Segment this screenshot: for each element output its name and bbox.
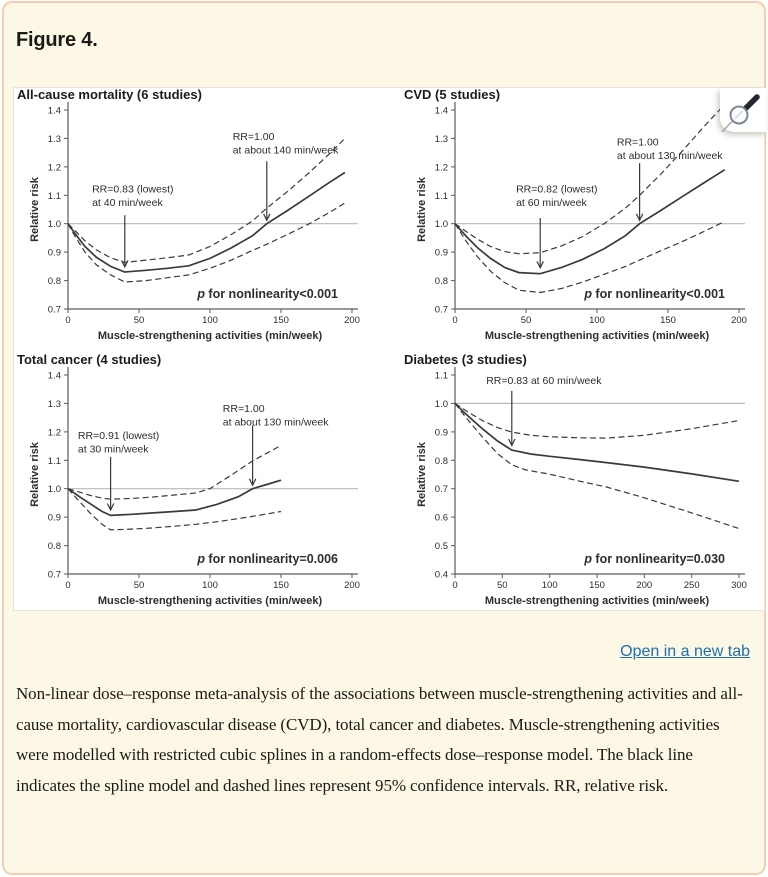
panel-total-cancer: 0.7 0.8 0.9 1.0 1.1 1.2 1.3 1.4 0 50 100 150 200 RR=0… <box>16 352 372 610</box>
figure-image[interactable]: 0.7 0.8 0.9 1.0 1.1 1.2 1.3 1.4 0 50 100 150 200 RR=0… <box>13 87 766 611</box>
svg-text:100: 100 <box>202 315 218 326</box>
svg-text:1.3: 1.3 <box>48 399 61 410</box>
svg-text:p for nonlinearity=0.030: p for nonlinearity=0.030 <box>583 552 725 566</box>
svg-text:CVD (5 studies): CVD (5 studies) <box>404 88 500 102</box>
svg-text:1.4: 1.4 <box>48 106 61 117</box>
svg-text:Total cancer (4 studies): Total cancer (4 studies) <box>17 353 161 367</box>
svg-text:Relative risk: Relative risk <box>416 441 428 507</box>
svg-text:50: 50 <box>134 580 145 591</box>
svg-text:RR=0.82 (lowest): RR=0.82 (lowest) <box>516 183 597 195</box>
svg-text:0: 0 <box>452 315 457 326</box>
magnifier-glass-graphic <box>721 94 760 133</box>
svg-text:1.0: 1.0 <box>48 484 61 495</box>
svg-text:150: 150 <box>589 580 605 591</box>
svg-text:200: 200 <box>636 580 652 591</box>
svg-text:at 40 min/week: at 40 min/week <box>92 197 163 209</box>
svg-text:1.1: 1.1 <box>48 456 61 467</box>
svg-text:200: 200 <box>344 580 360 591</box>
figure-heading: Figure 4. <box>16 29 98 51</box>
svg-text:1.1: 1.1 <box>435 191 448 202</box>
svg-text:Muscle-strengthening activitie: Muscle-strengthening activities (min/wee… <box>485 330 710 342</box>
svg-text:50: 50 <box>521 315 532 326</box>
svg-text:0: 0 <box>452 580 457 591</box>
svg-text:at 30 min/week: at 30 min/week <box>78 444 149 456</box>
svg-text:0.5: 0.5 <box>435 541 448 552</box>
svg-text:at about 140 min/week: at about 140 min/week <box>233 144 339 156</box>
svg-text:Muscle-strengthening activitie: Muscle-strengthening activities (min/wee… <box>98 330 323 342</box>
svg-text:Diabetes (3 studies): Diabetes (3 studies) <box>404 353 527 367</box>
svg-text:1.3: 1.3 <box>48 134 61 145</box>
svg-text:RR=1.00: RR=1.00 <box>223 403 265 415</box>
svg-text:1.2: 1.2 <box>48 162 61 173</box>
svg-text:150: 150 <box>273 580 289 591</box>
svg-text:300: 300 <box>731 580 747 591</box>
svg-text:Muscle-strengthening activitie: Muscle-strengthening activities (min/wee… <box>98 595 323 607</box>
svg-text:1.0: 1.0 <box>48 219 61 230</box>
open-in-new-tab-link[interactable]: Open in a new tab <box>620 643 750 660</box>
svg-text:at about 130 min/week: at about 130 min/week <box>617 150 723 162</box>
svg-text:1.4: 1.4 <box>435 106 448 117</box>
svg-text:0.9: 0.9 <box>435 427 448 438</box>
svg-text:RR=0.91 (lowest): RR=0.91 (lowest) <box>78 430 159 442</box>
svg-text:Muscle-strengthening activitie: Muscle-strengthening activities (min/wee… <box>485 595 710 607</box>
svg-text:Relative risk: Relative risk <box>416 176 428 242</box>
svg-text:150: 150 <box>273 315 289 326</box>
svg-text:1.0: 1.0 <box>435 399 448 410</box>
svg-text:50: 50 <box>497 580 508 591</box>
svg-text:200: 200 <box>731 315 747 326</box>
svg-text:0.7: 0.7 <box>48 305 61 316</box>
svg-text:1.1: 1.1 <box>48 191 61 202</box>
svg-text:0.7: 0.7 <box>48 570 61 581</box>
svg-text:0.9: 0.9 <box>48 513 61 524</box>
chart-cvd: 0.7 0.8 0.9 1.0 1.1 1.2 1.3 1.4 0 50 100 150 200 RR=0… <box>404 87 747 342</box>
svg-text:50: 50 <box>134 315 145 326</box>
chart-all-cause-mortality: 0.7 0.8 0.9 1.0 1.1 1.2 1.3 1.4 0 50 100 150 200 RR=0… <box>17 87 360 342</box>
svg-text:0.8: 0.8 <box>435 276 448 287</box>
svg-text:p for nonlinearity<0.001: p for nonlinearity<0.001 <box>583 287 725 301</box>
svg-text:1.4: 1.4 <box>48 371 61 382</box>
chart-diabetes: 0.4 0.5 0.6 0.7 0.8 0.9 1.0 1.1 0 50 100 150 200 250 3… <box>404 352 747 607</box>
svg-text:p for nonlinearity<0.001: p for nonlinearity<0.001 <box>196 287 338 301</box>
panel-cvd: 0.7 0.8 0.9 1.0 1.1 1.2 1.3 1.4 0 50 100 150 200 RR=0… <box>403 87 759 345</box>
svg-text:0.9: 0.9 <box>48 248 61 259</box>
svg-text:200: 200 <box>344 315 360 326</box>
svg-text:0: 0 <box>65 580 70 591</box>
svg-text:0.8: 0.8 <box>48 541 61 552</box>
svg-text:Relative risk: Relative risk <box>29 441 41 507</box>
panel-diabetes: 0.4 0.5 0.6 0.7 0.8 0.9 1.0 1.1 0 50 100 150 200 250 3… <box>403 352 759 610</box>
svg-text:1.1: 1.1 <box>435 371 448 382</box>
svg-text:0.9: 0.9 <box>435 248 448 259</box>
svg-text:100: 100 <box>589 315 605 326</box>
svg-text:0.4: 0.4 <box>435 570 448 581</box>
svg-text:0.8: 0.8 <box>48 276 61 287</box>
svg-text:1.2: 1.2 <box>48 427 61 438</box>
svg-text:250: 250 <box>684 580 700 591</box>
svg-text:0.7: 0.7 <box>435 305 448 316</box>
svg-text:100: 100 <box>202 580 218 591</box>
panel-all-cause-mortality: 0.7 0.8 0.9 1.0 1.1 1.2 1.3 1.4 0 50 100 150 200 RR=0… <box>16 87 372 345</box>
svg-text:1.3: 1.3 <box>435 134 448 145</box>
svg-text:0.7: 0.7 <box>435 484 448 495</box>
svg-text:0: 0 <box>65 315 70 326</box>
svg-text:0.6: 0.6 <box>435 513 448 524</box>
svg-text:All-cause mortality (6 studies: All-cause mortality (6 studies) <box>17 88 202 102</box>
svg-text:at about 130 min/week: at about 130 min/week <box>223 417 329 429</box>
svg-text:Relative risk: Relative risk <box>29 176 41 242</box>
svg-text:1.2: 1.2 <box>435 162 448 173</box>
svg-text:150: 150 <box>660 315 676 326</box>
svg-text:RR=1.00: RR=1.00 <box>617 137 659 149</box>
svg-text:RR=1.00: RR=1.00 <box>233 131 275 143</box>
svg-text:1.0: 1.0 <box>435 219 448 230</box>
svg-text:RR=0.83 at 60 min/week: RR=0.83 at 60 min/week <box>486 375 602 387</box>
svg-text:0.8: 0.8 <box>435 456 448 467</box>
svg-text:at 60 min/week: at 60 min/week <box>516 197 587 209</box>
figure-caption: Non-linear dose–response meta-analysis o… <box>16 684 743 795</box>
svg-text:100: 100 <box>542 580 558 591</box>
chart-total-cancer: 0.7 0.8 0.9 1.0 1.1 1.2 1.3 1.4 0 50 100 150 200 RR=0… <box>17 352 360 607</box>
magnifier-icon[interactable] <box>720 88 766 133</box>
svg-text:p for nonlinearity=0.006: p for nonlinearity=0.006 <box>196 552 338 566</box>
svg-text:RR=0.83 (lowest): RR=0.83 (lowest) <box>92 183 173 195</box>
